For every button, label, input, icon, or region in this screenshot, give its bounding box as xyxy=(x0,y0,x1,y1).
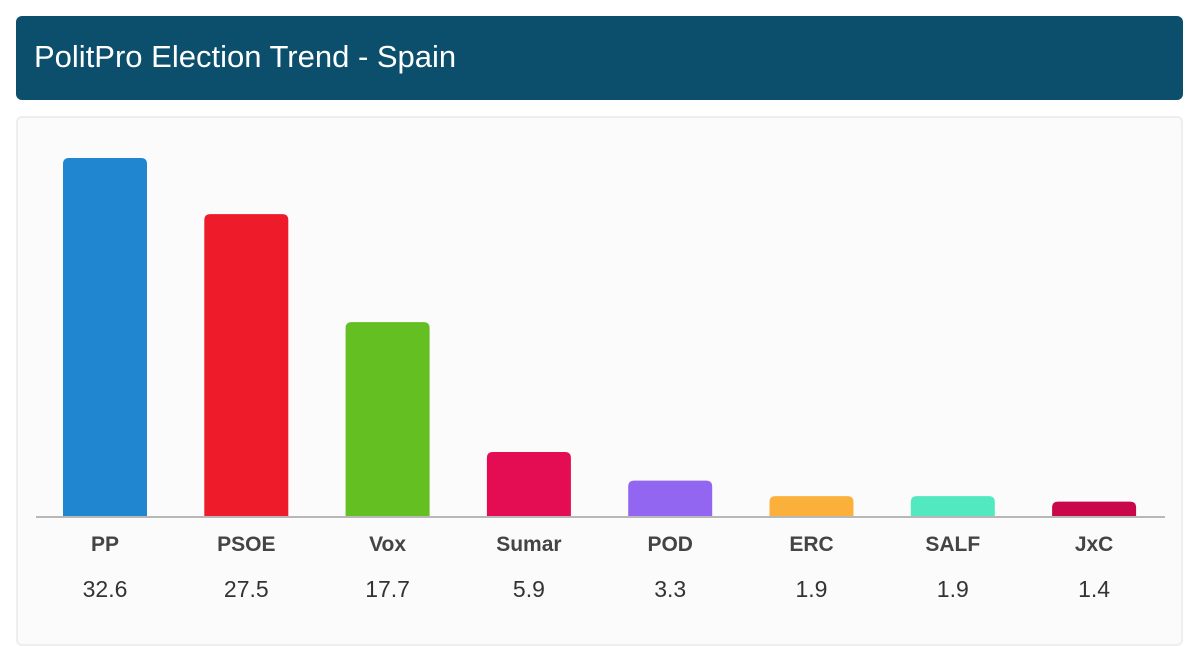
value-label-erc: 1.9 xyxy=(796,576,828,602)
category-label-salf: SALF xyxy=(925,533,980,556)
bar-psoe xyxy=(204,214,289,517)
category-label-pod: POD xyxy=(647,533,693,556)
value-label-vox: 17.7 xyxy=(365,576,410,602)
value-label-psoe: 27.5 xyxy=(224,576,269,602)
bar-pp xyxy=(63,158,147,517)
category-label-psoe: PSOE xyxy=(217,533,275,556)
bar-chart: PP 32.6 PSOE 27.5 Vox 17.7 Sumar 5.9 POD 3.3 ERC 1.… xyxy=(36,158,1165,602)
value-label-jxc: 1.4 xyxy=(1078,576,1110,602)
value-label-pod: 3.3 xyxy=(654,576,686,602)
bars-layer xyxy=(63,158,1137,517)
category-label-vox: Vox xyxy=(369,533,406,556)
bar-vox xyxy=(345,322,430,517)
bar-erc xyxy=(769,496,854,517)
category-label-sumar: Sumar xyxy=(496,533,561,556)
bar-sumar xyxy=(486,452,571,517)
bar-salf xyxy=(910,496,995,517)
value-label-pp: 32.6 xyxy=(83,576,128,602)
category-label-jxc: JxC xyxy=(1075,533,1114,556)
page-title: PolitPro Election Trend - Spain xyxy=(34,39,457,74)
category-label-erc: ERC xyxy=(789,533,833,556)
labels-layer: PP 32.6 PSOE 27.5 Vox 17.7 Sumar 5.9 POD 3.3 ERC 1.… xyxy=(83,533,1114,602)
category-label-pp: PP xyxy=(91,533,119,556)
bar-jxc xyxy=(1052,501,1137,517)
bar-pod xyxy=(628,480,713,517)
chart-header: PolitPro Election Trend - Spain xyxy=(16,16,1183,100)
value-label-salf: 1.9 xyxy=(937,576,969,602)
value-label-sumar: 5.9 xyxy=(513,576,545,602)
